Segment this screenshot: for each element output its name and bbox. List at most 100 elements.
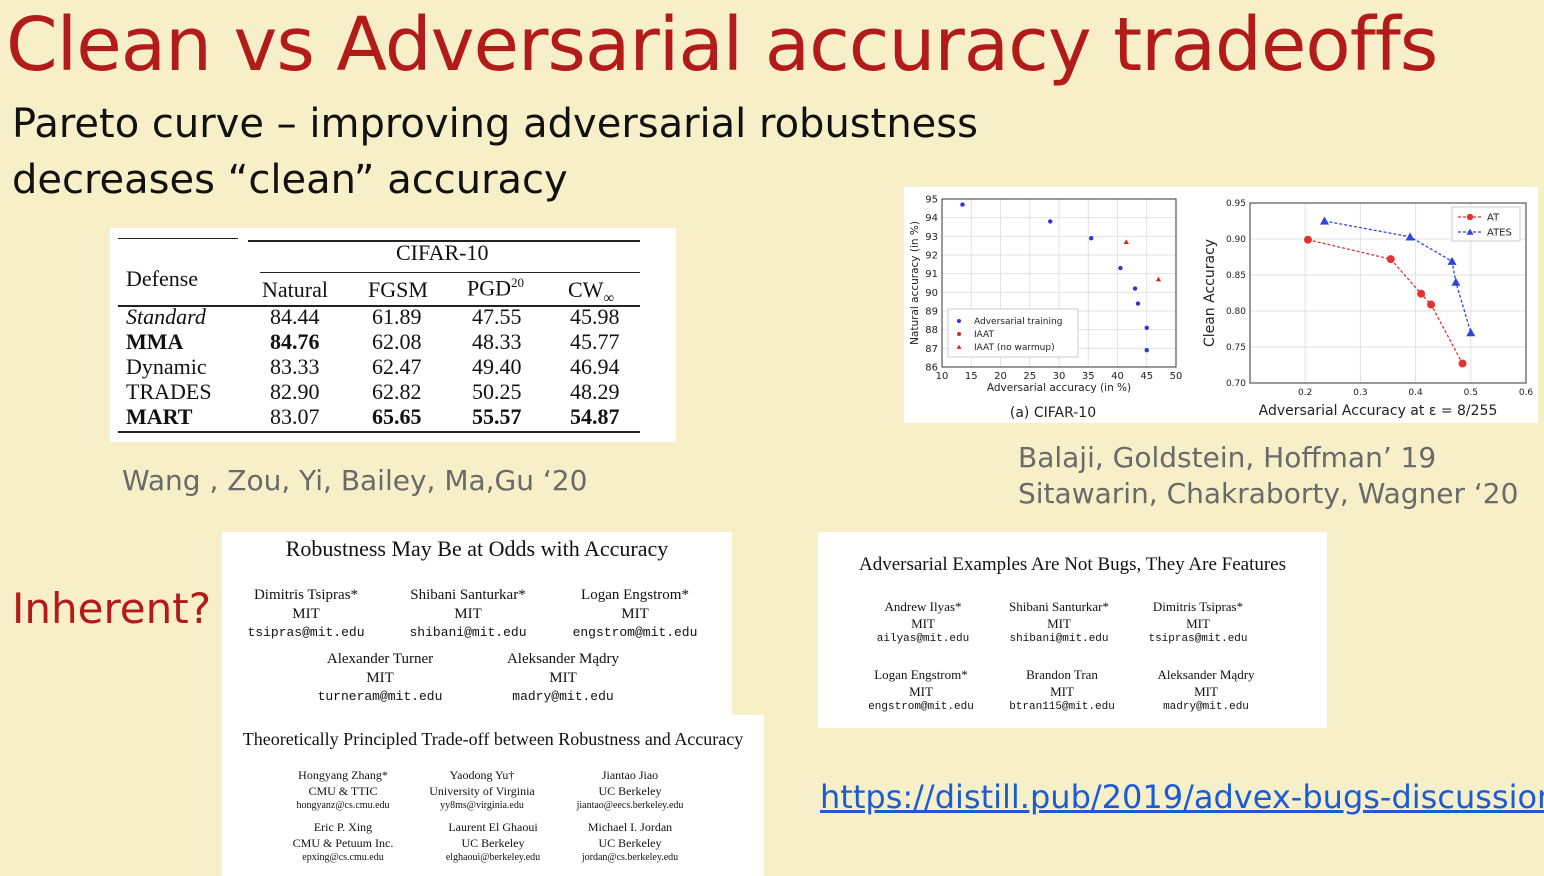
scatter-chart-cifar10: 10 15 20 25 30 35 40 45 50 86 87 88 89 90 91 92 93 94 95 Ad… [909, 195, 1183, 422]
author-block: Logan Engstrom* MIT engstrom@mit.edu [821, 666, 1021, 715]
data-point [1118, 265, 1123, 271]
table-cell: 46.94 [570, 354, 620, 379]
table-cell: 61.89 [372, 304, 422, 329]
y-tick-label: 0.90 [1226, 235, 1246, 245]
author-name: Shibani Santurkar* [410, 587, 526, 603]
y-tick-label: 0.95 [1226, 199, 1246, 209]
author-name: Logan Engstrom* [581, 587, 689, 603]
author-affiliation: UC Berkeley [598, 784, 662, 798]
author-block: Aleksander Mądry MIT madry@mit.edu [463, 650, 663, 705]
chart-caption: (a) CIFAR-10 [1010, 405, 1096, 421]
legend-label: IAAT (no warmup) [974, 343, 1055, 353]
data-point [1320, 216, 1330, 225]
table-cell: 65.65 [372, 404, 422, 429]
author-email: hongyanz@cs.cmu.edu [296, 800, 390, 811]
author-block: Brandon Tran MIT btran115@mit.edu [962, 666, 1162, 715]
x-axis-label: Adversarial accuracy (in %) [987, 382, 1131, 394]
slide-title: Clean vs Adversarial accuracy tradeoffs [6, 2, 1438, 88]
author-name: Laurent El Ghaoui [448, 820, 538, 834]
author-name: Eric P. Xing [313, 820, 373, 834]
inherent-question: Inherent? [12, 584, 212, 633]
x-tick-label: 30 [1053, 371, 1066, 382]
author-name: Dimitris Tsipras* [1152, 599, 1244, 614]
col-header-pgd: PGD20 [467, 275, 525, 301]
x-tick-label: 0.5 [1464, 388, 1478, 398]
author-affiliation: MIT [1186, 616, 1210, 631]
distill-link[interactable]: https://distill.pub/2019/advex-bugs-disc… [820, 778, 1544, 816]
author-block: Alexander Turner MIT turneram@mit.edu [280, 650, 480, 705]
author-email: ailyas@mit.edu [876, 633, 970, 645]
data-point [960, 202, 965, 207]
x-tick-label: 25 [1023, 371, 1036, 382]
legend-box [1451, 206, 1521, 242]
plot-frame [941, 198, 1177, 368]
subtitle-line-2: decreases “clean” accuracy [12, 157, 568, 203]
data-point [1132, 286, 1138, 291]
table-cell: 84.44 [270, 304, 320, 329]
legend-marker [957, 319, 961, 323]
table-cell: 62.47 [372, 354, 422, 379]
slide-subtitle: Pareto curve – improving adversarial rob… [12, 96, 978, 208]
author-email: madry@mit.edu [512, 689, 614, 704]
table-cell: 48.33 [472, 329, 522, 354]
author-block: Aleksander Mądry MIT madry@mit.edu [1106, 666, 1306, 715]
table-cell: 50.25 [472, 379, 522, 404]
plots-citation-line-1: Balaji, Goldstein, Hoffman’ 19 [1018, 441, 1437, 474]
legend-label: AT [1487, 213, 1500, 224]
col-header-fgsm: FGSM [368, 277, 428, 302]
col-header-cw: CW∞ [568, 277, 615, 307]
y-tick-label: 94 [925, 213, 938, 224]
table-cell: 62.08 [372, 329, 422, 354]
author-name: Yaodong Yu† [449, 768, 515, 782]
author-affiliation: CMU & Petuum Inc. [292, 836, 394, 850]
author-block: Andrew Ilyas* MIT ailyas@mit.edu [823, 598, 1023, 647]
author-block: Dimitris Tsipras* MIT tsipras@mit.edu [206, 586, 406, 641]
x-tick-label: 50 [1170, 371, 1183, 382]
paper-not-bugs-features: Adversarial Examples Are Not Bugs, They … [818, 532, 1327, 728]
legend-label: ATES [1487, 228, 1512, 239]
data-point [1048, 219, 1053, 224]
author-affiliation: MIT [454, 606, 482, 622]
data-point [1123, 239, 1129, 245]
y-tick-label: 92 [925, 251, 938, 262]
y-tick-label: 88 [925, 325, 938, 336]
y-tick-label: 95 [925, 195, 938, 206]
y-tick-label: 87 [925, 344, 938, 355]
author-affiliation: MIT [1194, 684, 1218, 699]
table-cell: 83.33 [270, 354, 320, 379]
author-email: tsipras@mit.edu [247, 625, 365, 640]
author-email: epxing@cs.cmu.edu [302, 852, 384, 863]
paper-title: Adversarial Examples Are Not Bugs, They … [858, 554, 1287, 575]
subtitle-line-1: Pareto curve – improving adversarial rob… [12, 101, 978, 147]
author-email: turneram@mit.edu [317, 689, 443, 704]
author-email: elghaoui@berkeley.edu [445, 852, 541, 863]
x-tick-label: 35 [1082, 371, 1095, 382]
author-affiliation: MIT [909, 684, 933, 699]
author-block: Laurent El Ghaoui UC Berkeley elghaoui@ber… [393, 819, 593, 865]
y-tick-label: 89 [925, 307, 938, 318]
author-name: Aleksander Mądry [1157, 667, 1255, 682]
table-row-name: MART [126, 404, 193, 429]
table-cell: 54.87 [570, 404, 620, 429]
x-tick-label: 0.6 [1519, 388, 1534, 398]
plots-citation: Balaji, Goldstein, Hoffman’ 19 Sitawarin… [1018, 440, 1518, 512]
table-cell: 62.82 [372, 379, 422, 404]
data-point [1427, 300, 1436, 309]
author-email: jordan@cs.berkeley.edu [581, 852, 679, 863]
author-name: Aleksander Mądry [506, 651, 620, 667]
author-email: shibani@mit.edu [409, 625, 527, 640]
table-citation: Wang , Zou, Yi, Bailey, Ma,Gu ‘20 [122, 464, 588, 497]
paper-robustness-odds: Robustness May Be at Odds with Accuracy … [222, 532, 732, 715]
author-block: Eric P. Xing CMU & Petuum Inc. epxing@cs.c… [243, 819, 443, 865]
author-affiliation: MIT [366, 670, 394, 686]
author-name: Alexander Turner [326, 651, 434, 667]
author-affiliation: MIT [1047, 616, 1071, 631]
col-header-natural: Natural [262, 277, 328, 302]
author-name: Dimitris Tsipras* [253, 587, 359, 603]
data-point [1303, 235, 1312, 244]
series-line [1307, 239, 1464, 364]
author-affiliation: MIT [621, 606, 649, 622]
legend-marker [1466, 213, 1474, 221]
series-line [1324, 220, 1472, 333]
author-affiliation: MIT [292, 606, 320, 622]
